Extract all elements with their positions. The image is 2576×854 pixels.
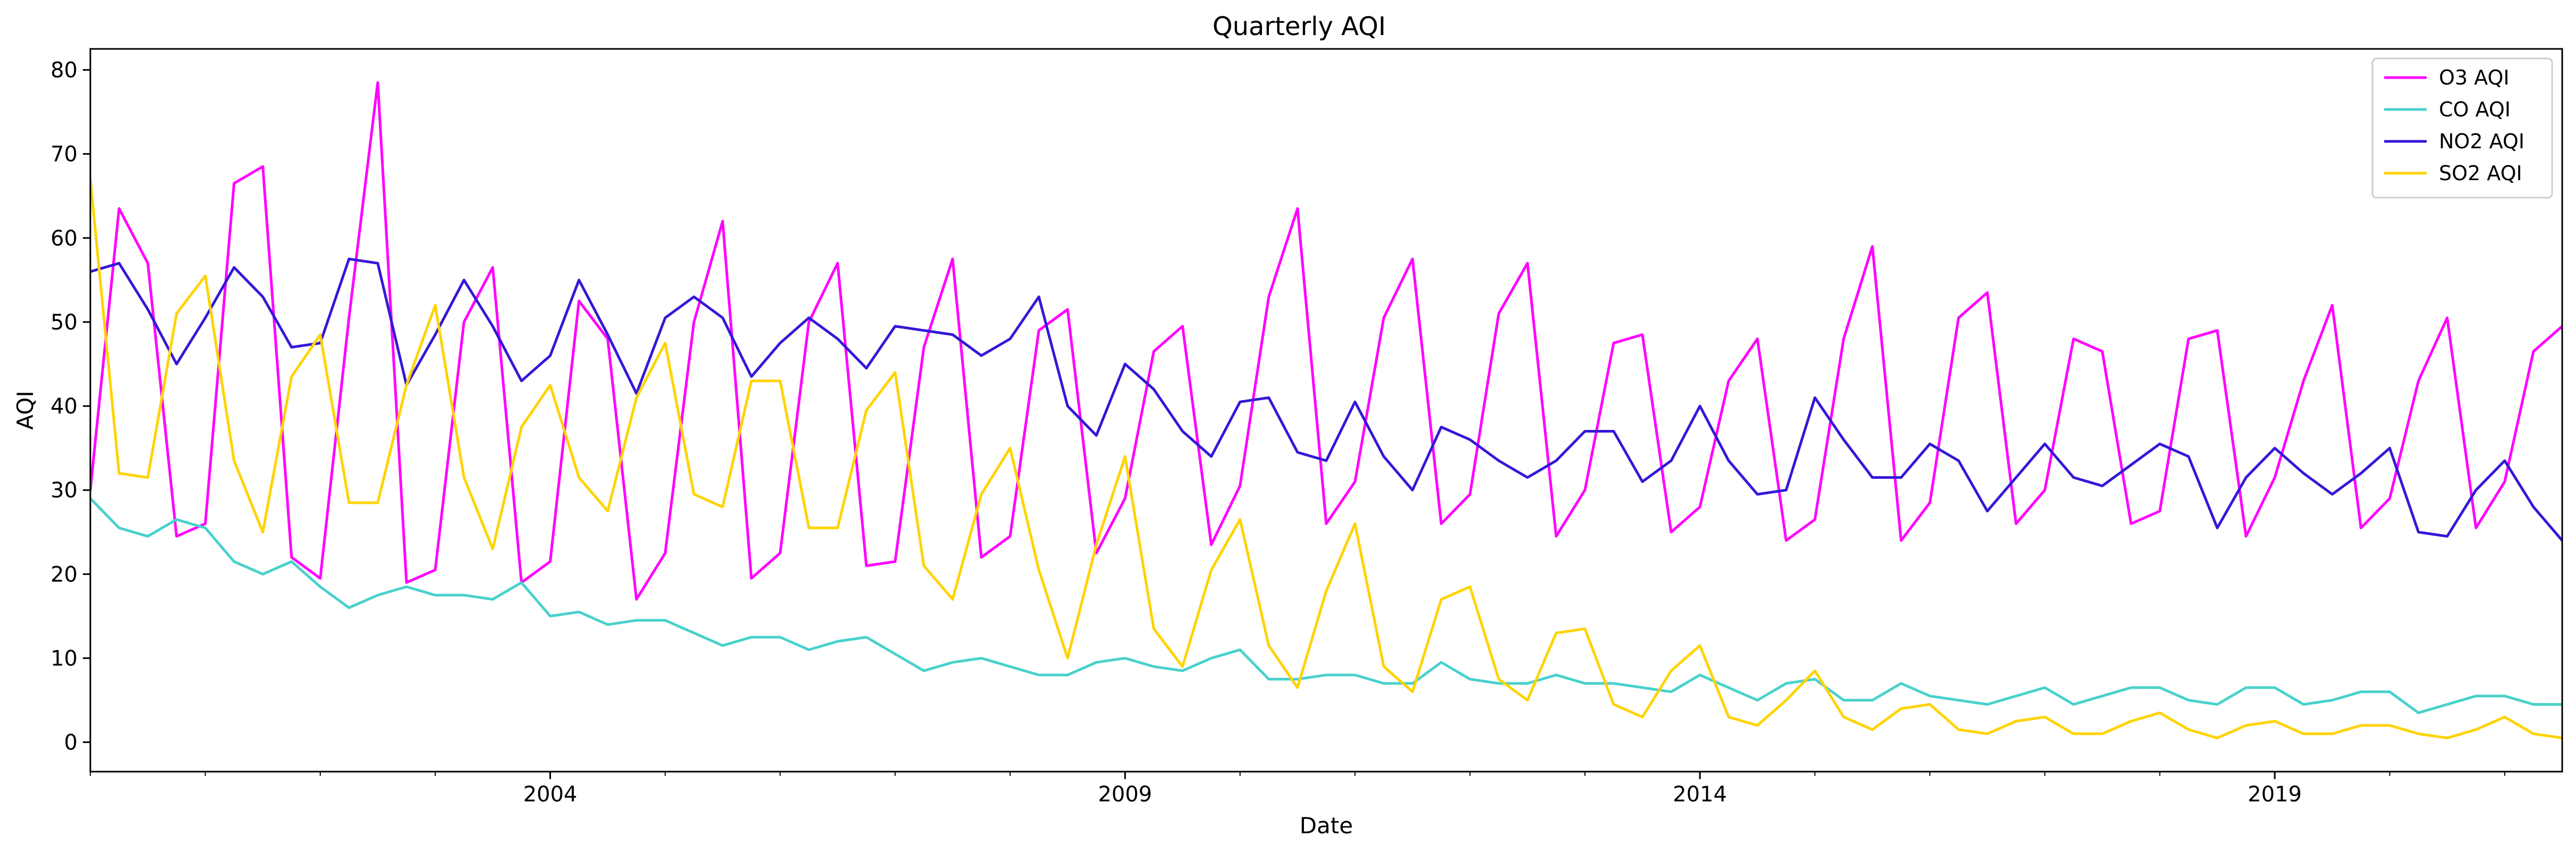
- plot-frame: [89, 48, 2563, 773]
- y-tick-label: 0: [64, 731, 78, 755]
- y-tick-label: 10: [50, 647, 78, 671]
- series-line-so2: [90, 177, 2562, 740]
- y-tick-label: 70: [50, 142, 78, 167]
- legend-label: NO2 AQI: [2439, 130, 2524, 153]
- y-axis: 0 10 20 30 40 50 60 70 80: [50, 58, 90, 755]
- series-line-o3: [90, 81, 2562, 601]
- y-tick-label: 40: [50, 394, 78, 419]
- series-layer: [90, 81, 2562, 740]
- x-axis: 2004 2009 2014 2019: [90, 772, 2505, 807]
- y-tick-label: 30: [50, 478, 78, 503]
- y-tick-label: 80: [50, 58, 78, 83]
- legend-label: SO2 AQI: [2439, 162, 2522, 185]
- legend: O3 AQI CO AQI NO2 AQI SO2 AQI: [2371, 57, 2553, 199]
- x-tick-label: 2014: [1673, 782, 1727, 807]
- y-tick-label: 50: [50, 310, 78, 335]
- legend-label: CO AQI: [2439, 98, 2511, 121]
- x-tick-label: 2004: [523, 782, 578, 807]
- x-axis-label: Date: [1300, 813, 1353, 839]
- x-tick-label: 2009: [1098, 782, 1152, 807]
- y-axis-label: AQI: [12, 391, 38, 429]
- chart-title: Quarterly AQI: [1213, 12, 1386, 41]
- x-tick-label: 2019: [2248, 782, 2302, 807]
- legend-label: O3 AQI: [2439, 66, 2510, 89]
- y-tick-label: 20: [50, 562, 78, 587]
- series-line-co: [90, 497, 2562, 714]
- y-tick-label: 60: [50, 226, 78, 251]
- series-line-no2: [90, 257, 2562, 542]
- legend-box: [2371, 57, 2553, 199]
